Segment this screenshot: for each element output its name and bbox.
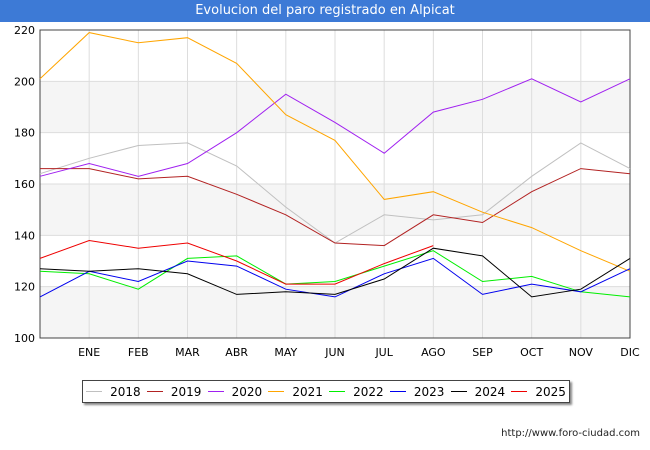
chart-title: Evolucion del paro registrado en Alpicat: [0, 0, 650, 22]
y-tick-label: 180: [14, 127, 35, 140]
x-tick-label: ENE: [78, 346, 100, 359]
legend-label: 2023: [413, 384, 445, 399]
x-tick-label: SEP: [472, 346, 493, 359]
series-line-2019: [40, 168, 631, 247]
series-line-2022: [39, 250, 631, 298]
source-credit: http://www.foro-ciudad.com: [501, 428, 640, 439]
legend-label: 2019: [170, 384, 202, 399]
legend-item-2023: 2023: [389, 384, 445, 399]
legend-item-2025: 2025: [511, 385, 566, 399]
legend-label: 2022: [353, 384, 384, 399]
x-tick-label: MAY: [274, 346, 297, 359]
legend-swatch: [389, 391, 406, 392]
legend-item-2019: 2019: [146, 384, 202, 399]
legend-swatch: [329, 391, 346, 392]
y-tick-label: 160: [14, 178, 35, 191]
legend-swatch: [511, 391, 528, 392]
x-tick-label: NOV: [569, 346, 594, 359]
legend-item-2024: 2024: [450, 384, 506, 399]
series-line-2023: [39, 257, 631, 298]
legend-swatch: [207, 391, 224, 392]
series-line-2025: [39, 239, 434, 285]
series-line-2024: [39, 247, 631, 298]
y-tick-label: 100: [14, 332, 35, 345]
legend-swatch: [86, 391, 103, 392]
x-tick-label: JUL: [374, 346, 393, 359]
legend-item-2021: 2021: [268, 385, 323, 399]
legend-label: 2021: [292, 384, 323, 399]
x-tick-label: AGO: [421, 346, 446, 359]
x-tick-label: FEB: [128, 346, 149, 359]
x-tick-label: JUN: [324, 346, 345, 359]
x-tick-label: OCT: [520, 346, 543, 359]
legend-item-2020: 2020: [207, 384, 263, 399]
y-tick-label: 140: [14, 229, 35, 242]
legend-label: 2020: [231, 384, 263, 399]
x-tick-label: DIC: [620, 346, 640, 359]
legend-label: 2018: [110, 384, 141, 399]
plot-frame: [39, 29, 631, 339]
x-tick-label: MAR: [175, 346, 200, 359]
legend-item-2018: 2018: [86, 385, 141, 399]
legend-label: 2025: [535, 384, 566, 399]
x-tick-label: ABR: [225, 346, 248, 359]
y-tick-label: 120: [14, 281, 35, 294]
series-line-2020: [39, 78, 631, 177]
legend-item-2022: 2022: [329, 385, 384, 399]
y-tick-label: 220: [14, 24, 35, 37]
legend-swatch: [146, 391, 163, 392]
y-tick-label: 200: [14, 75, 35, 88]
legend-swatch: [450, 391, 467, 392]
legend: 2018 2019 2020 2021 2022 2023 2024 2025: [82, 380, 570, 403]
legend-label: 2024: [474, 384, 506, 399]
series-line-2021: [39, 32, 631, 272]
legend-swatch: [268, 391, 285, 392]
